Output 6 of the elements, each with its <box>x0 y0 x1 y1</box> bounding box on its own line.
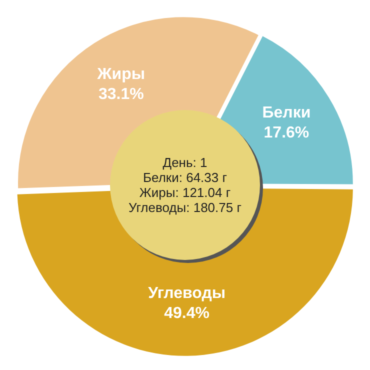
data-label: 33.1% <box>98 86 144 104</box>
slice-label: Углеводы <box>148 285 226 302</box>
data-label: 49.4% <box>164 305 210 322</box>
data-label: 17.6% <box>264 124 310 142</box>
slice-label: Жиры <box>96 66 145 84</box>
slice-label: Белки <box>262 104 311 122</box>
